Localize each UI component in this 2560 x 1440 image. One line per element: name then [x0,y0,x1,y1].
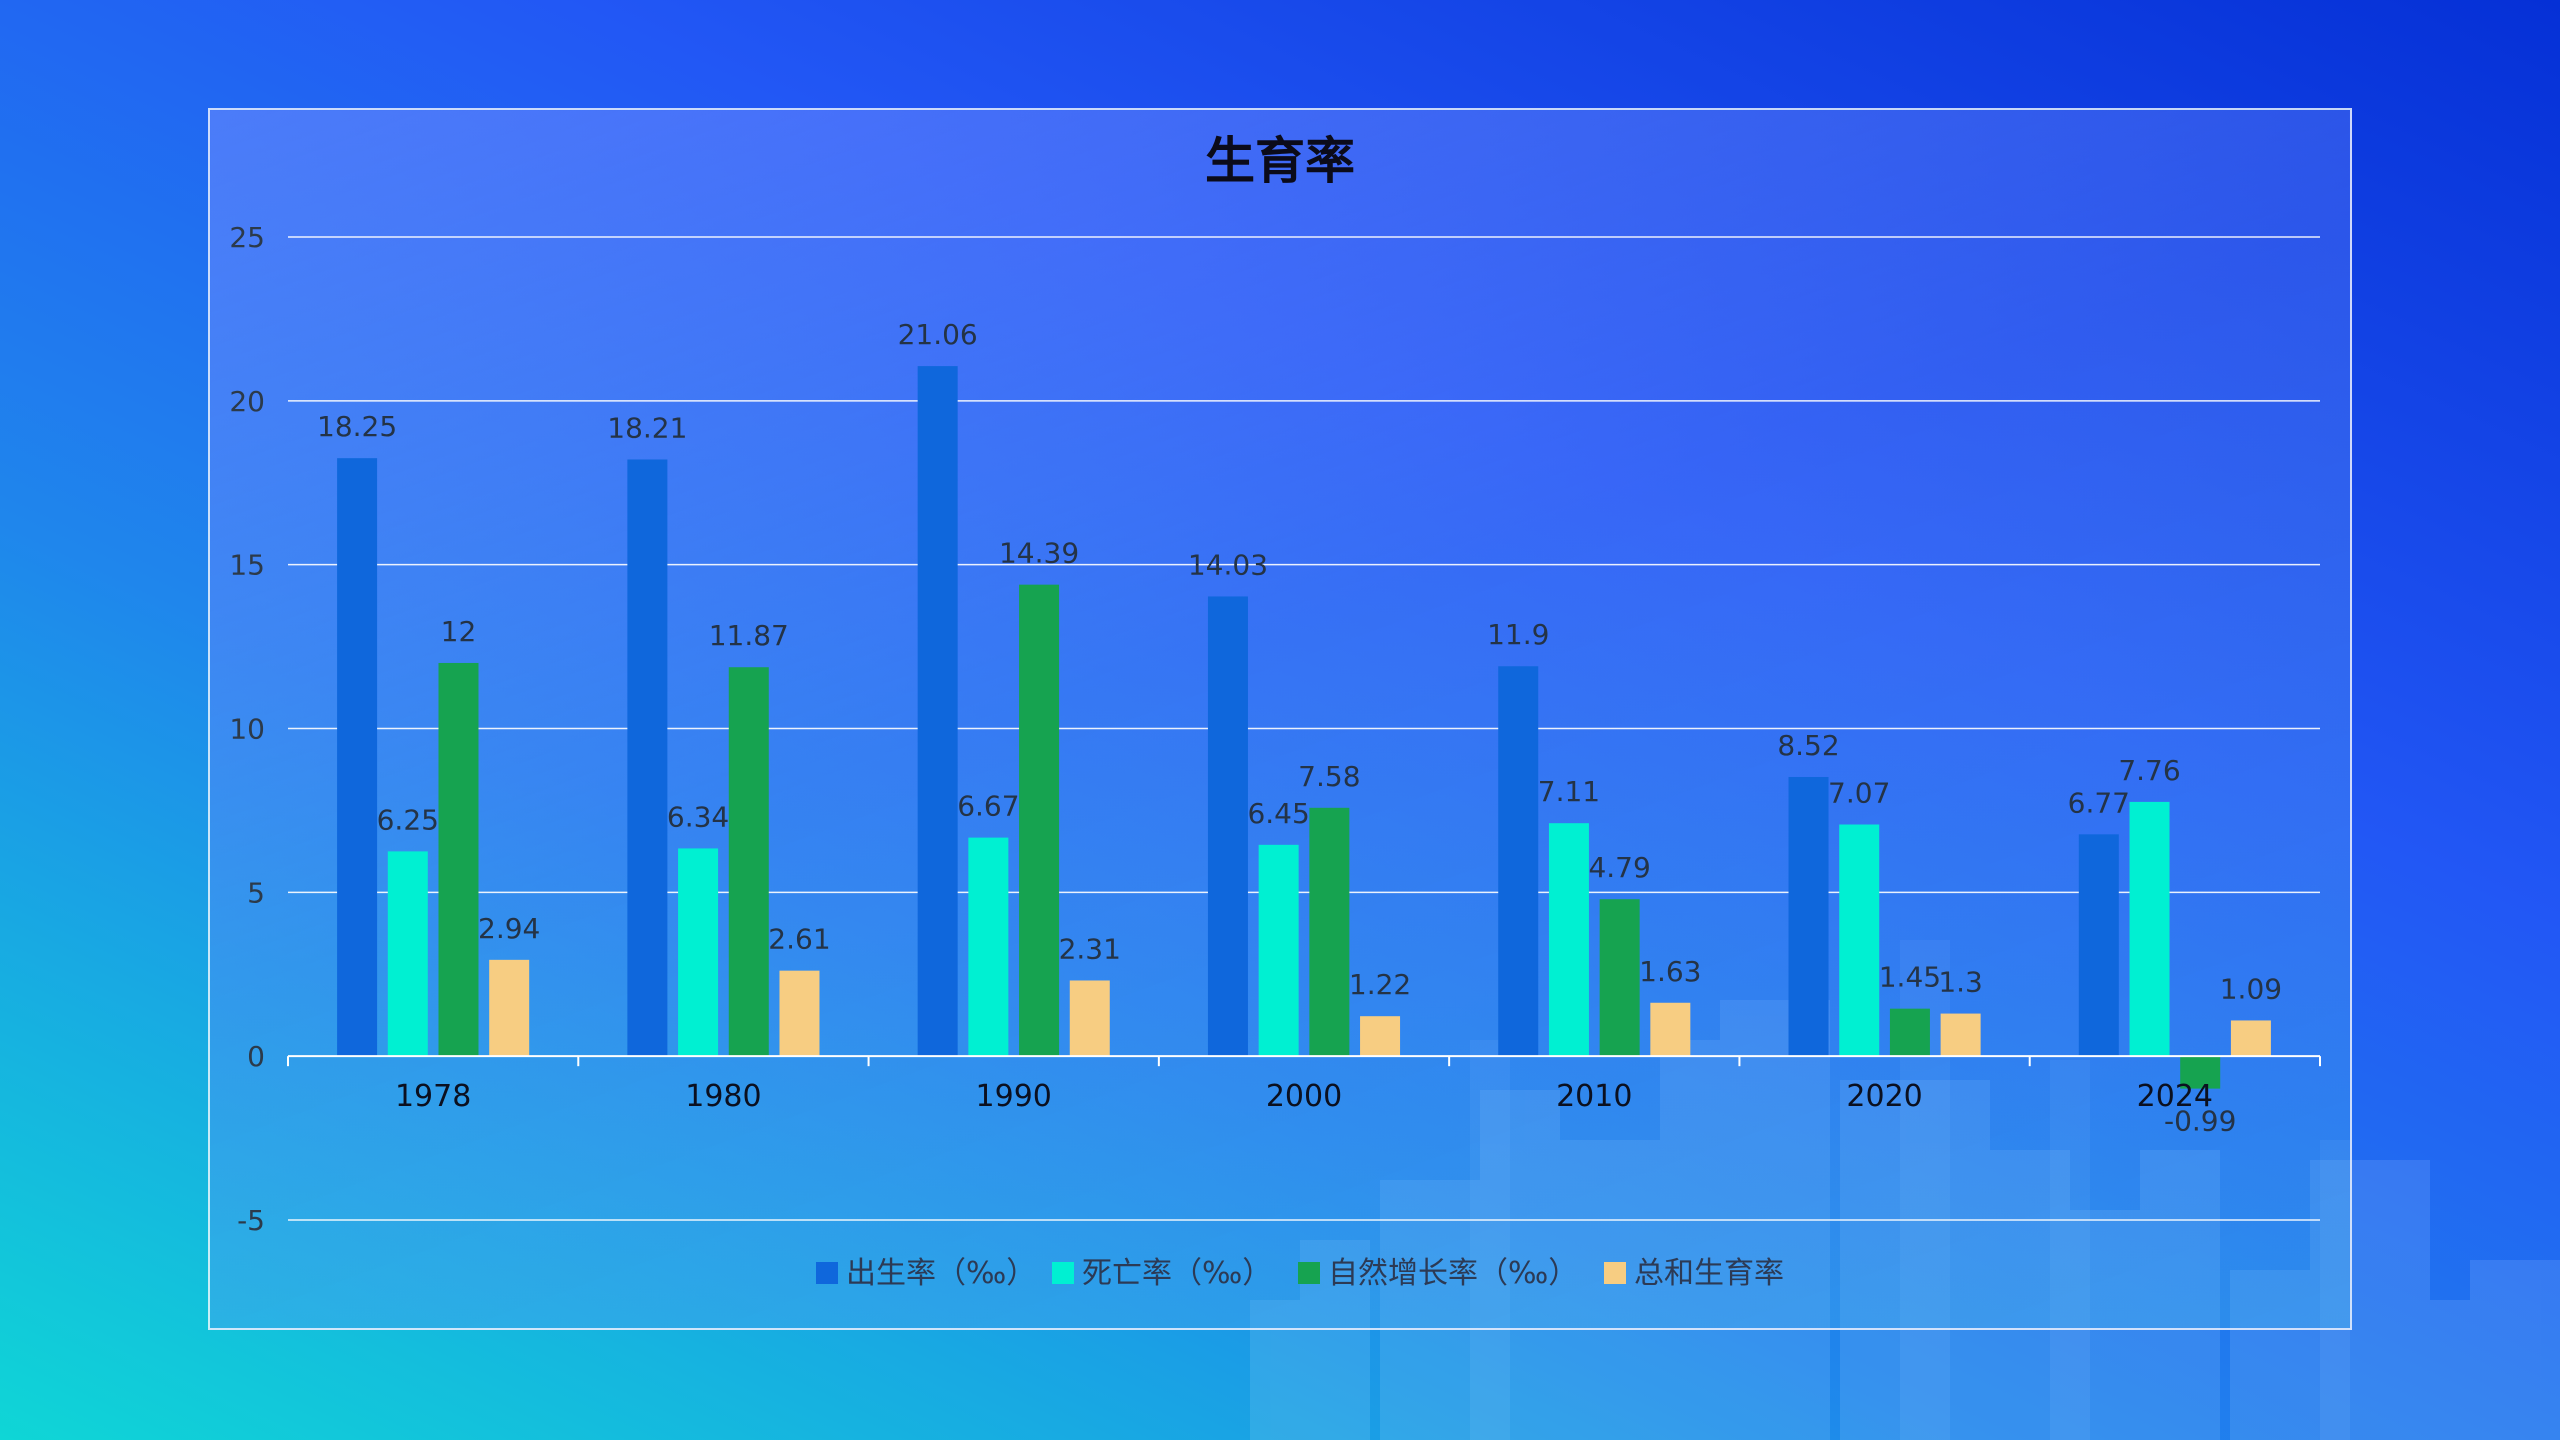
data-label: 6.77 [2068,786,2130,819]
bar [2230,1020,2271,1057]
bar [438,662,479,1057]
legend-label: 自然增长率（‰） [1328,1256,1578,1291]
legend-swatch [1052,1262,1074,1284]
bar [1309,807,1350,1057]
data-label: 21.06 [898,318,978,351]
bar [728,667,769,1057]
legend-swatch [1604,1262,1626,1284]
data-label: 7.58 [1298,760,1360,793]
legend: 出生率（‰） 死亡率（‰） 自然增长率（‰） 总和生育率 [816,1256,1784,1291]
bar [1788,776,1829,1057]
y-tick-label: 10 [229,713,265,746]
data-label: 6.67 [957,790,1019,823]
data-label: 7.07 [1828,777,1890,810]
data-label: 1.22 [1349,968,1411,1001]
bar [779,970,820,1057]
gridlines [288,236,2320,1221]
bar [968,837,1009,1057]
y-tick-label: 5 [247,876,265,909]
bar [1207,596,1248,1057]
bar [1258,844,1299,1057]
bar [1940,1013,1981,1057]
bar [917,366,958,1057]
data-label: 6.25 [377,803,439,836]
data-label: 8.52 [1777,729,1839,762]
x-tick-label: 2000 [1266,1079,1342,1114]
legend-item: 总和生育率 [1604,1256,1784,1291]
data-label: 18.25 [317,410,397,443]
y-tick-label: -5 [237,1204,265,1237]
x-tick-label: 1980 [685,1079,761,1114]
bar [1498,666,1539,1057]
x-tick-label: 2024 [2137,1079,2213,1114]
data-label: 1.63 [1639,955,1701,988]
legend-swatch [816,1262,838,1284]
data-label: 7.11 [1538,775,1600,808]
bar [2129,801,2170,1057]
bar [1889,1008,1930,1057]
bar [1019,584,1060,1057]
y-tick-label: 0 [247,1040,265,1073]
bar [1650,1002,1691,1057]
data-label: 12 [441,615,477,648]
data-label: 2.61 [768,923,830,956]
bar [1599,899,1640,1057]
data-label: 4.79 [1588,851,1650,884]
data-label: 18.21 [607,411,687,444]
y-tick-label: 20 [229,385,265,418]
data-label: 6.45 [1247,797,1309,830]
bars [337,366,2271,1089]
legend-label: 死亡率（‰） [1082,1256,1272,1291]
x-axis [287,1055,2321,1067]
data-label: 7.76 [2118,754,2180,787]
y-tick-label: 25 [229,221,265,254]
bar [678,848,719,1057]
y-axis-ticks: 25 20 15 10 5 0 -5 [229,221,265,1237]
legend-item: 出生率（‰） [816,1256,1036,1291]
legend-swatch [1298,1262,1320,1284]
data-label: 1.45 [1879,961,1941,994]
data-label: 6.34 [667,800,729,833]
bar [2180,1056,2221,1089]
data-label: 1.09 [2220,972,2282,1005]
bar [387,851,428,1057]
chart-panel [208,108,2352,1330]
bar [1069,980,1110,1057]
data-label: -0.99 [2164,1105,2236,1138]
x-tick-label: 2020 [1846,1079,1922,1114]
data-label: 2.94 [478,912,540,945]
bar [489,959,530,1057]
data-label: 14.03 [1188,548,1268,581]
x-tick-label: 1990 [976,1079,1052,1114]
legend-item: 自然增长率（‰） [1298,1256,1578,1291]
legend-label: 出生率（‰） [846,1256,1036,1291]
x-axis-ticks: 1978 1980 1990 2000 2010 2020 2024 [395,1079,2213,1114]
bar [1839,824,1880,1057]
legend-label: 总和生育率 [1634,1256,1784,1291]
x-tick-label: 1978 [395,1079,471,1114]
data-label: 11.9 [1487,618,1549,651]
data-label: 2.31 [1059,932,1121,965]
bar [1360,1016,1401,1057]
data-label: 1.3 [1938,966,1983,999]
bar [2078,834,2119,1057]
y-tick-label: 15 [229,549,265,582]
bar [337,458,378,1057]
x-tick-label: 2010 [1556,1079,1632,1114]
data-label: 14.39 [999,537,1079,570]
chart-title: 生育率 [1205,132,1355,190]
data-labels: 18.25 6.25 12 2.94 18.21 6.34 11.87 2.61 21.06 6.… [317,318,2282,1138]
bar [1548,823,1589,1057]
bar [627,459,668,1057]
data-label: 11.87 [709,619,789,652]
legend-item: 死亡率（‰） [1052,1256,1272,1291]
